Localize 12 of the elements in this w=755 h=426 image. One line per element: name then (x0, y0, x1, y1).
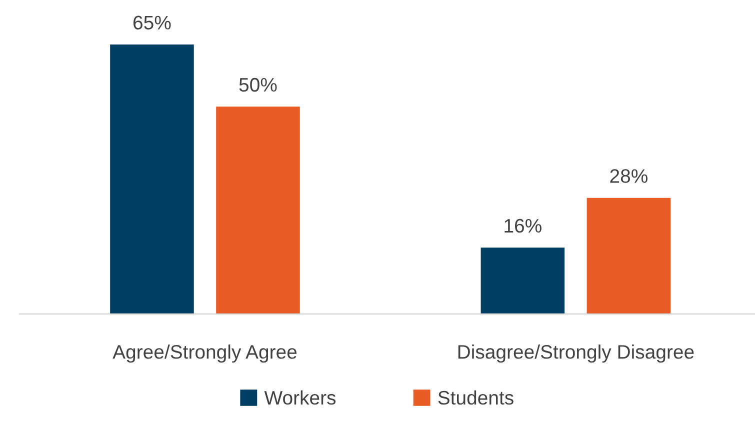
bar (480, 248, 565, 314)
x-tick-label: Disagree/Strongly Disagree (458, 344, 694, 363)
data-label: 50% (239, 78, 277, 92)
data-label: 28% (610, 169, 648, 183)
bar (110, 44, 194, 314)
data-label: 16% (504, 218, 542, 233)
bar (216, 106, 300, 314)
legend-label: Students (438, 390, 514, 405)
bar (586, 198, 671, 314)
legend-label: Workers (264, 390, 336, 405)
x-tick-label: Agree/Strongly Agree (112, 344, 297, 363)
data-label: 65% (134, 16, 171, 30)
